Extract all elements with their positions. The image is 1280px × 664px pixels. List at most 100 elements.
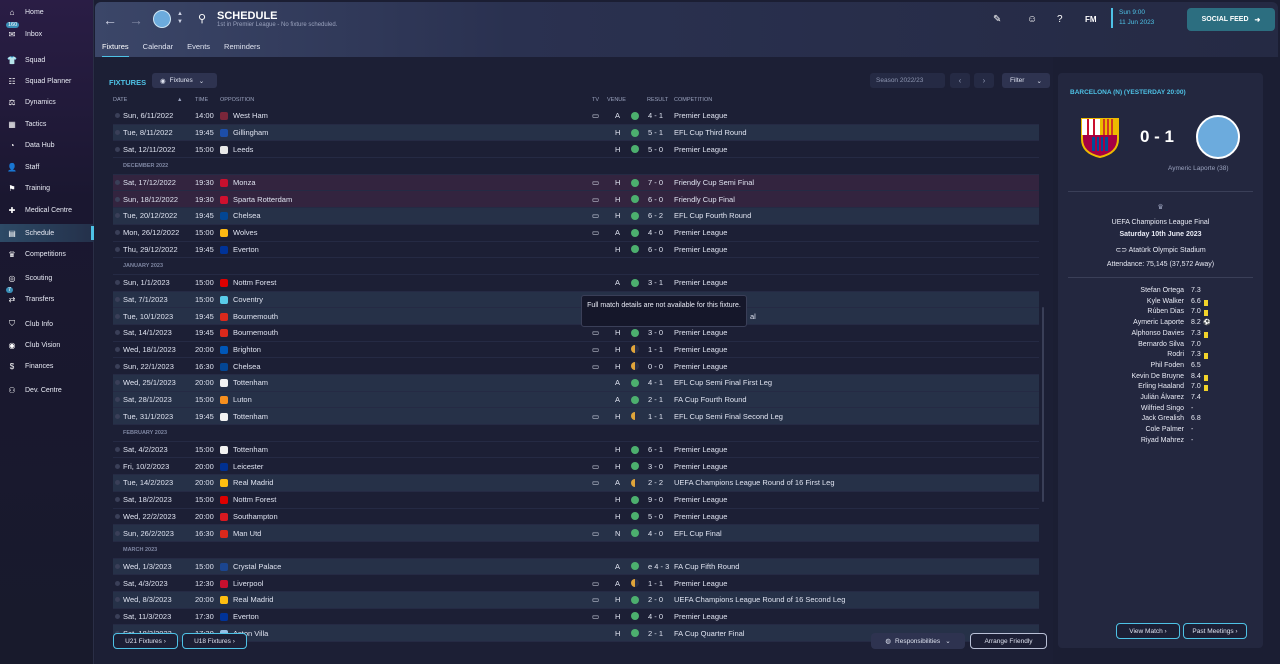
table-row[interactable]: Fri, 10/2/2023 20:00 Leicester ▭ H 3 - 0 Premi… <box>113 458 1039 476</box>
fixture-opposition[interactable]: West Ham <box>220 111 268 121</box>
player-name[interactable]: Phil Foden <box>1150 361 1184 369</box>
fixture-opposition[interactable]: Luton <box>220 395 252 405</box>
fixture-opposition[interactable]: Wolves <box>220 228 257 238</box>
player-name[interactable]: Aymeric Laporte <box>1133 319 1184 327</box>
player-name[interactable]: Bernardo Silva <box>1138 340 1184 348</box>
column-header-venue[interactable]: VENUE <box>607 97 626 103</box>
fixture-result[interactable]: 6 - 2 <box>648 211 664 221</box>
sidebar-item-inbox[interactable]: ✉ 160 Inbox <box>0 22 94 43</box>
table-row[interactable]: Sat, 14/1/2023 19:45 Bournemouth ▭ H 3 - 0 Pre… <box>113 325 1039 342</box>
table-row[interactable]: Tue, 20/12/2022 19:45 Chelsea ▭ H 6 - 2 EFL Cu… <box>113 208 1039 225</box>
fixture-result[interactable]: 5 - 0 <box>648 511 664 521</box>
u21-fixtures-button[interactable]: U21 Fixtures › <box>113 633 178 649</box>
fixture-opposition[interactable]: Tottenham <box>220 378 268 388</box>
player-name[interactable]: Cole Palmer <box>1145 426 1184 434</box>
fixture-result[interactable]: 0 - 0 <box>648 361 664 371</box>
table-row[interactable]: Wed, 8/3/2023 20:00 Real Madrid ▭ H 2 - 0 UEFA… <box>113 591 1039 609</box>
sidebar-item-club-vision[interactable]: ◉ Club Vision <box>0 336 94 354</box>
social-feed-button[interactable]: SOCIAL FEED ➜ <box>1187 8 1275 31</box>
sidebar-item-scouting[interactable]: ◎ Scouting <box>0 269 94 287</box>
fixture-opposition[interactable]: Real Madrid <box>220 595 273 605</box>
table-row[interactable]: Mon, 26/12/2022 15:00 Wolves ▭ A 4 - 0 Premier… <box>113 225 1039 242</box>
column-header-competition[interactable]: COMPETITION <box>674 97 713 103</box>
table-row[interactable]: Tue, 8/11/2022 19:45 Gillingham H 5 - 1 EFL C… <box>113 124 1039 142</box>
fixture-result[interactable]: 2 - 1 <box>648 628 664 638</box>
player-name[interactable]: Wilfried Singo <box>1140 404 1184 412</box>
fixture-result[interactable]: 4 - 0 <box>648 228 664 238</box>
fixture-result[interactable]: 9 - 0 <box>648 495 664 505</box>
sidebar-item-schedule[interactable]: ▤ Schedule <box>0 224 94 242</box>
fixture-opposition[interactable]: Sparta Rotterdam <box>220 195 292 204</box>
date-display[interactable]: Sun 9:00 11 Jun 2023 <box>1111 8 1154 28</box>
u18-fixtures-button[interactable]: U18 Fixtures › <box>182 633 247 649</box>
fixture-opposition[interactable]: Liverpool <box>220 579 263 588</box>
fixture-result[interactable]: 2 - 2 <box>648 478 664 488</box>
fixture-opposition[interactable]: Everton <box>220 612 259 621</box>
fixture-result[interactable]: 5 - 1 <box>648 128 664 138</box>
arrange-friendly-button[interactable]: Arrange Friendly <box>970 633 1047 649</box>
fixture-result[interactable]: 4 - 1 <box>648 111 664 121</box>
fixture-opposition[interactable]: Bournemouth <box>220 312 278 321</box>
fixture-opposition[interactable]: Tottenham <box>220 445 268 455</box>
season-selector[interactable]: Season 2022/23 <box>870 73 945 88</box>
fixture-opposition[interactable]: Everton <box>220 245 259 254</box>
fixture-opposition[interactable]: Brighton <box>220 345 261 354</box>
fixture-opposition[interactable]: Southampton <box>220 512 278 521</box>
fixture-result[interactable]: 6 - 0 <box>648 244 664 254</box>
edit-icon[interactable]: ✎ <box>993 14 1002 25</box>
table-row[interactable]: Thu, 29/12/2022 19:45 Everton H 6 - 0 Premier… <box>113 242 1039 259</box>
tab-fixtures[interactable]: Fixtures <box>102 42 129 58</box>
view-match-button[interactable]: View Match › <box>1116 623 1180 639</box>
fixture-result[interactable]: 6 - 1 <box>648 445 664 455</box>
column-header-result[interactable]: RESULT <box>647 97 669 103</box>
fixture-result[interactable]: 1 - 1 <box>648 411 664 421</box>
table-row[interactable]: Sat, 28/1/2023 15:00 Luton A 2 - 1 FA Cup Fou… <box>113 391 1039 409</box>
fixture-opposition[interactable]: Nottm Forest <box>220 495 276 505</box>
sidebar-item-training[interactable]: ⚑ Training <box>0 179 94 197</box>
player-name[interactable]: Rúben Dias <box>1147 308 1184 316</box>
table-row[interactable]: Sun, 1/1/2023 15:00 Nottm Forest A 3 - 1 Prem… <box>113 275 1039 292</box>
player-name[interactable]: Kevin De Bruyne <box>1131 372 1184 380</box>
column-header-time[interactable]: TIME <box>195 97 209 103</box>
column-header-tv[interactable]: TV <box>592 97 600 103</box>
fixture-result[interactable]: 2 - 0 <box>648 595 664 605</box>
fixture-result[interactable]: 4 - 0 <box>648 528 664 538</box>
fixture-result[interactable]: 3 - 0 <box>648 328 664 338</box>
fixture-opposition[interactable]: Bournemouth <box>220 328 278 338</box>
past-meetings-button[interactable]: Past Meetings › <box>1183 623 1247 639</box>
search-icon[interactable]: ⚲ <box>198 13 207 25</box>
sidebar-item-club-info[interactable]: ⛉ Club Info <box>0 315 94 333</box>
sidebar-item-transfers[interactable]: ⇄ 7 Transfers <box>0 287 94 308</box>
fixture-opposition[interactable]: Tottenham <box>220 412 268 421</box>
prev-season-button[interactable]: ‹ <box>950 73 970 88</box>
back-arrow-icon[interactable]: ← <box>103 12 117 28</box>
table-row[interactable]: Sat, 4/3/2023 12:30 Liverpool ▭ A 1 - 1 Premie… <box>113 575 1039 592</box>
sidebar-item-competitions[interactable]: ♛ Competitions <box>0 245 94 263</box>
fixture-result[interactable]: 6 - 0 <box>648 194 664 204</box>
responsibilities-button[interactable]: ◍ Responsibilities ⌄ <box>871 633 965 649</box>
table-row[interactable]: Sat, 11/3/2023 17:30 Everton ▭ H 4 - 0 Premier… <box>113 609 1039 626</box>
club-badge-icon[interactable] <box>153 10 171 28</box>
fixture-opposition[interactable]: Nottm Forest <box>220 278 276 288</box>
sidebar-item-finances[interactable]: $ Finances <box>0 357 94 375</box>
sidebar-item-dev-centre[interactable]: ⚇ Dev. Centre <box>0 381 94 399</box>
fixture-opposition[interactable]: Crystal Palace <box>220 562 281 571</box>
player-name[interactable]: Kyle Walker <box>1146 297 1184 305</box>
sidebar-item-staff[interactable]: 👤 Staff <box>0 158 94 176</box>
sidebar-item-home[interactable]: ⌂ Home <box>0 3 94 21</box>
table-row[interactable]: Wed, 18/1/2023 20:00 Brighton ▭ H 1 - 1 Premie… <box>113 342 1039 359</box>
fixture-opposition[interactable]: Chelsea <box>220 362 261 371</box>
fixture-result[interactable]: 1 - 1 <box>648 578 664 588</box>
fm-menu-icon[interactable]: FM <box>1085 15 1097 24</box>
fixture-result[interactable]: 4 - 0 <box>648 611 664 621</box>
fixture-opposition[interactable]: Monza <box>220 178 256 188</box>
column-header-opposition[interactable]: OPPOSITION <box>220 97 255 103</box>
sidebar-item-data-hub[interactable]: ◔ Data Hub <box>0 136 94 154</box>
table-row[interactable]: Tue, 14/2/2023 20:00 Real Madrid ▭ A 2 - 2 UEF… <box>113 475 1039 492</box>
table-row[interactable]: Wed, 22/2/2023 20:00 Southampton H 5 - 0 Prem… <box>113 509 1039 526</box>
player-name[interactable]: Riyad Mahrez <box>1140 436 1184 444</box>
player-name[interactable]: Rodri <box>1167 351 1184 359</box>
fixture-opposition[interactable]: Coventry <box>220 295 263 304</box>
sidebar-item-tactics[interactable]: ▦ Tactics <box>0 115 94 133</box>
